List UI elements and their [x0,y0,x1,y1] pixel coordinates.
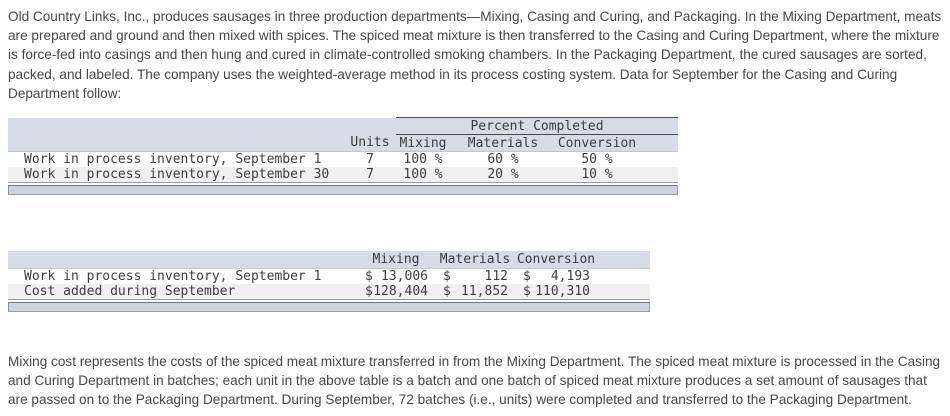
cost-table: Mixing Materials Conversion Work in proc… [8,251,944,312]
amount: 13,006 [381,268,428,284]
column-header-materials: Materials [450,134,556,153]
units-value: 7 [344,167,396,183]
amount: 4,193 [550,268,590,284]
currency-symbol: $ [443,283,451,299]
amount: 11,852 [461,283,508,299]
conversion-cost: $110,310 [515,283,597,300]
column-header-units: Units [344,134,396,153]
column-header-spacer [8,134,344,153]
mixing-cost: $13,006 [357,268,435,284]
amount: 112 [484,268,508,284]
column-header-mixing: Mixing [357,251,435,269]
units-value: 7 [366,152,374,168]
column-header-conversion: Conversion [515,251,597,269]
intro-paragraph: Old Country Links, Inc., produces sausag… [8,9,942,101]
cost-table-column-header-row: Mixing Materials Conversion [8,251,650,269]
closing-paragraph: Mixing cost represents the costs of the … [8,353,941,407]
materials-percent: 60 % [487,152,519,168]
mixing-percent: 100 % [396,167,450,183]
column-header-materials: Materials [435,251,515,269]
amount: 110,310 [535,283,590,299]
mixing-cost: $128,404 [357,283,435,300]
conversion-cost: $4,193 [515,268,597,284]
currency-symbol: $ [523,283,531,299]
percent-completed-grid: Percent Completed Units Mixing Materials… [8,117,678,183]
table-row: Work in process inventory, September 30 … [8,167,678,183]
materials-cost: $11,852 [435,283,515,300]
table-row: Work in process inventory, September 1 $… [8,268,650,284]
cost-grid: Mixing Materials Conversion Work in proc… [8,251,650,300]
percent-table-column-header-row: Units Mixing Materials Conversion [8,134,678,153]
row-label: Work in process inventory, September 1 [24,152,322,168]
currency-symbol: $ [365,283,373,299]
row-label: Work in process inventory, September 30 [8,167,344,183]
currency-symbol: $ [523,268,531,284]
percent-completed-group-header: Percent Completed [396,117,678,136]
percent-completed-table: Percent Completed Units Mixing Materials… [8,117,944,196]
conversion-percent: 50 % [581,152,613,168]
materials-percent: 20 % [450,167,556,183]
column-header-spacer [8,251,357,269]
percent-table-group-header-row: Percent Completed [8,117,678,136]
amount: 128,404 [373,283,428,299]
mixing-percent: 100 % [403,152,443,168]
percent-table-horizontal-scrollbar[interactable] [8,185,678,196]
cost-table-horizontal-scrollbar[interactable] [8,301,650,312]
currency-symbol: $ [365,268,373,284]
column-header-conversion: Conversion [556,134,638,153]
conversion-percent: 10 % [556,167,638,183]
table-row: Work in process inventory, September 1 7… [8,152,678,168]
currency-symbol: $ [443,268,451,284]
materials-cost: $112 [435,268,515,284]
group-header-spacer [8,117,396,135]
row-label: Work in process inventory, September 1 [24,268,322,284]
column-header-mixing: Mixing [396,134,450,153]
table-row: Cost added during September $128,404 $11… [8,283,650,300]
row-label: Cost added during September [8,283,357,300]
